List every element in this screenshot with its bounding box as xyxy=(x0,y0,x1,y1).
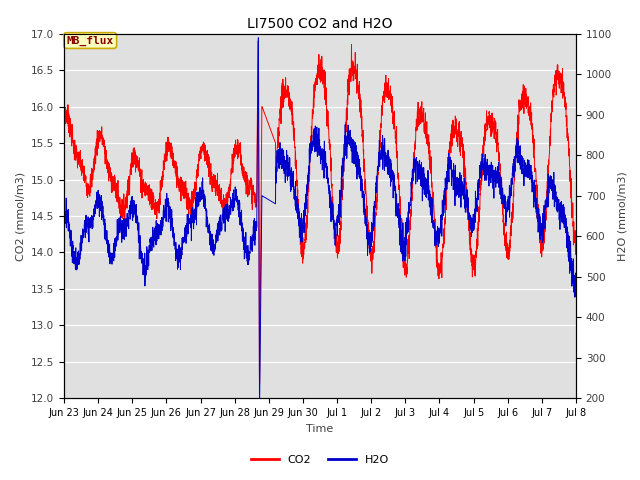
H2O xyxy=(60,222,68,228)
H2O xyxy=(257,302,264,308)
CO2 xyxy=(149,206,157,212)
H2O xyxy=(118,217,126,223)
CO2 xyxy=(118,216,126,221)
Line: CO2: CO2 xyxy=(64,41,576,384)
Line: H2O: H2O xyxy=(64,37,576,398)
H2O xyxy=(255,35,262,40)
Text: MB_flux: MB_flux xyxy=(67,36,114,46)
H2O xyxy=(149,224,157,230)
H2O xyxy=(572,273,580,278)
CO2 xyxy=(257,253,264,259)
Y-axis label: CO2 (mmol/m3): CO2 (mmol/m3) xyxy=(15,171,26,261)
Title: LI7500 CO2 and H2O: LI7500 CO2 and H2O xyxy=(247,17,393,31)
CO2 xyxy=(254,38,262,44)
H2O xyxy=(508,178,515,183)
Legend: CO2, H2O: CO2, H2O xyxy=(246,451,394,469)
CO2 xyxy=(572,249,580,254)
CO2 xyxy=(563,113,570,119)
Y-axis label: H2O (mmol/m3): H2O (mmol/m3) xyxy=(618,171,628,261)
CO2 xyxy=(508,233,515,239)
CO2 xyxy=(279,76,287,82)
H2O xyxy=(255,396,263,401)
H2O xyxy=(563,219,570,225)
H2O xyxy=(279,149,287,155)
CO2 xyxy=(255,381,263,387)
X-axis label: Time: Time xyxy=(307,424,333,433)
CO2 xyxy=(60,104,68,109)
